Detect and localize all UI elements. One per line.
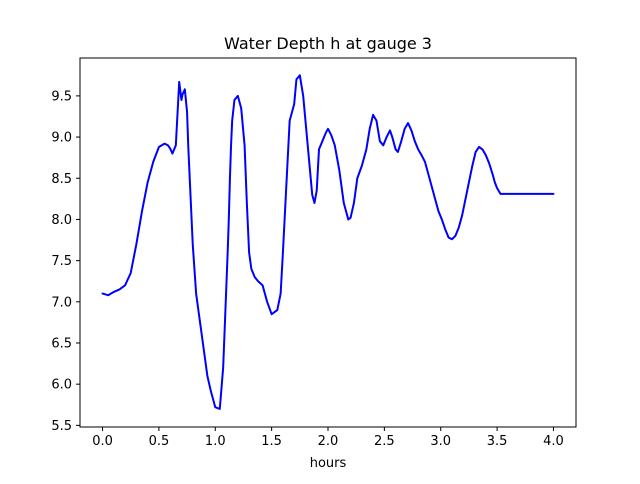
x-axis-label: hours [310, 456, 347, 471]
x-tick-label: 2.0 [318, 434, 339, 449]
x-tick-label: 0.0 [92, 434, 113, 449]
y-tick-label: 8.5 [51, 172, 72, 187]
axis-ticks: 0.0 0.5 1.0 1.5 2.0 2.5 3.0 3.5 4.0 5.5 6.0 6.5 7.0 7… [51, 89, 563, 449]
y-tick-label: 5.5 [51, 419, 72, 434]
y-tick-label: 8.0 [51, 213, 72, 228]
y-tick-label: 6.0 [51, 378, 72, 393]
x-tick-label: 0.5 [149, 434, 170, 449]
plot-area-frame [79, 57, 577, 428]
x-tick-label: 3.0 [430, 434, 451, 449]
water-depth-series-line [101, 74, 555, 410]
x-tick-label: 2.5 [374, 434, 395, 449]
y-tick-label: 9.0 [51, 131, 72, 146]
x-tick-label: 3.5 [487, 434, 508, 449]
x-tick-label: 1.0 [205, 434, 226, 449]
x-tick-label: 4.0 [543, 434, 564, 449]
chart-title: Water Depth h at gauge 3 [224, 34, 432, 53]
y-tick-label: 6.5 [51, 336, 72, 351]
y-tick-label: 7.0 [51, 295, 72, 310]
x-tick-label: 1.5 [261, 434, 282, 449]
y-tick-label: 7.5 [51, 254, 72, 269]
y-tick-label: 9.5 [51, 89, 72, 104]
